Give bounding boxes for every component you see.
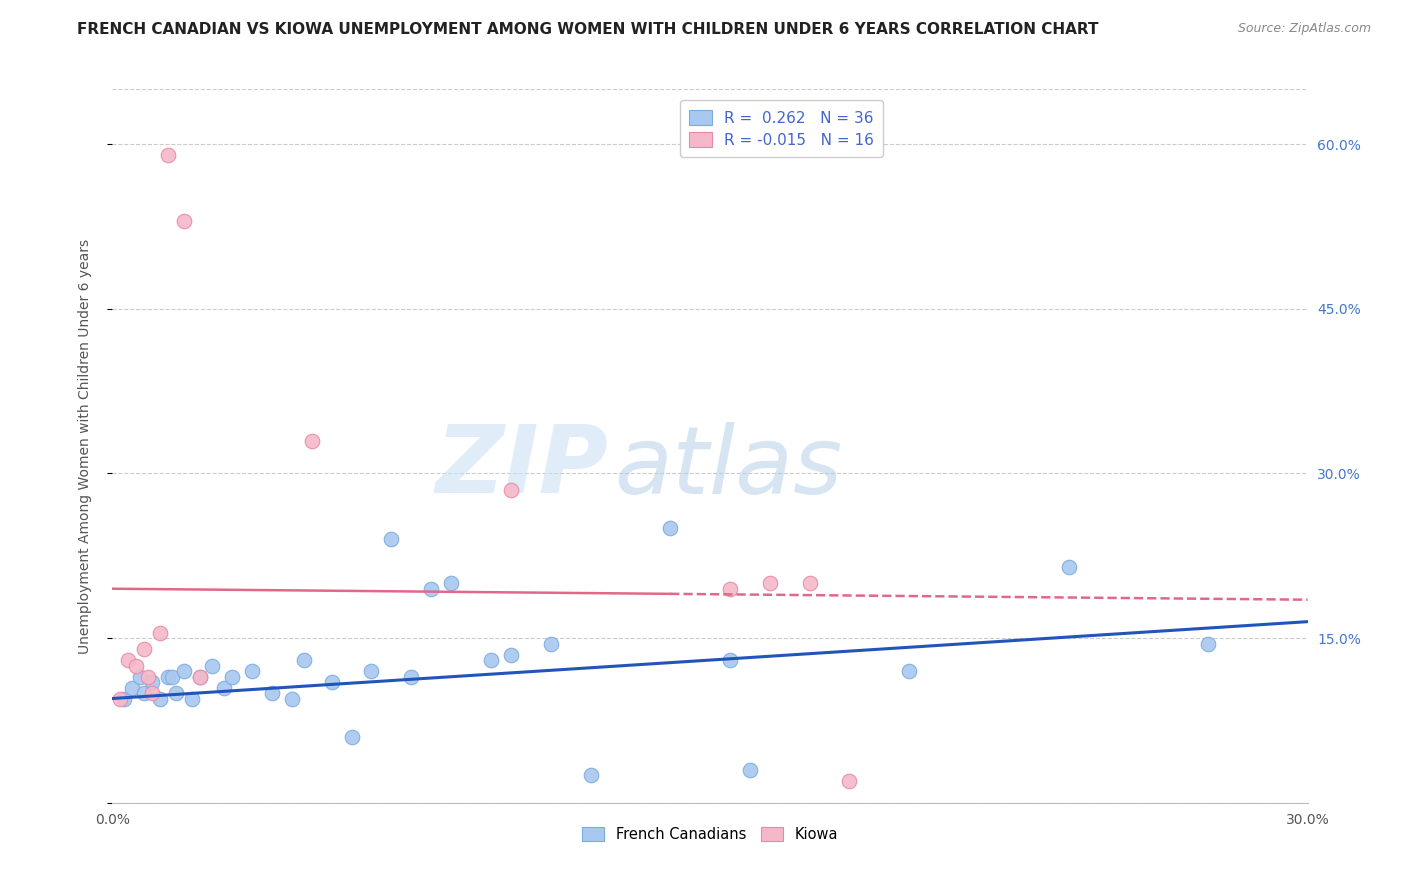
Point	[499, 648, 522, 662]
Point	[718, 653, 741, 667]
Point	[173, 214, 195, 228]
Point	[181, 691, 204, 706]
Point	[162, 669, 183, 683]
Point	[420, 582, 443, 596]
Point	[340, 730, 363, 744]
Text: atlas: atlas	[614, 422, 842, 513]
Point	[440, 576, 463, 591]
Point	[659, 521, 682, 535]
Text: Source: ZipAtlas.com: Source: ZipAtlas.com	[1237, 22, 1371, 36]
Point	[157, 669, 180, 683]
Point	[540, 637, 562, 651]
Point	[1197, 637, 1219, 651]
Legend: French Canadians, Kiowa: French Canadians, Kiowa	[575, 820, 845, 849]
Point	[165, 686, 187, 700]
Point	[718, 582, 741, 596]
Point	[134, 642, 156, 657]
Point	[188, 669, 211, 683]
Point	[240, 664, 263, 678]
Point	[260, 686, 283, 700]
Point	[838, 773, 860, 788]
Point	[321, 675, 343, 690]
Point	[141, 675, 163, 690]
Point	[738, 763, 761, 777]
Point	[479, 653, 502, 667]
Point	[138, 669, 160, 683]
Point	[799, 576, 821, 591]
Point	[149, 625, 172, 640]
Point	[117, 653, 139, 667]
Point	[173, 664, 195, 678]
Text: ZIP: ZIP	[436, 421, 609, 514]
Point	[141, 686, 163, 700]
Point	[114, 691, 135, 706]
Point	[149, 691, 172, 706]
Point	[499, 483, 522, 497]
Point	[579, 768, 602, 782]
Y-axis label: Unemployment Among Women with Children Under 6 years: Unemployment Among Women with Children U…	[77, 238, 91, 654]
Point	[221, 669, 243, 683]
Point	[292, 653, 315, 667]
Point	[212, 681, 235, 695]
Point	[125, 658, 148, 673]
Point	[301, 434, 323, 448]
Text: FRENCH CANADIAN VS KIOWA UNEMPLOYMENT AMONG WOMEN WITH CHILDREN UNDER 6 YEARS CO: FRENCH CANADIAN VS KIOWA UNEMPLOYMENT AM…	[77, 22, 1099, 37]
Point	[201, 658, 224, 673]
Point	[129, 669, 152, 683]
Point	[401, 669, 423, 683]
Point	[157, 148, 180, 162]
Point	[188, 669, 211, 683]
Point	[898, 664, 921, 678]
Point	[281, 691, 304, 706]
Point	[1057, 559, 1080, 574]
Point	[121, 681, 143, 695]
Point	[360, 664, 382, 678]
Point	[380, 533, 402, 547]
Point	[110, 691, 132, 706]
Point	[134, 686, 156, 700]
Point	[759, 576, 782, 591]
